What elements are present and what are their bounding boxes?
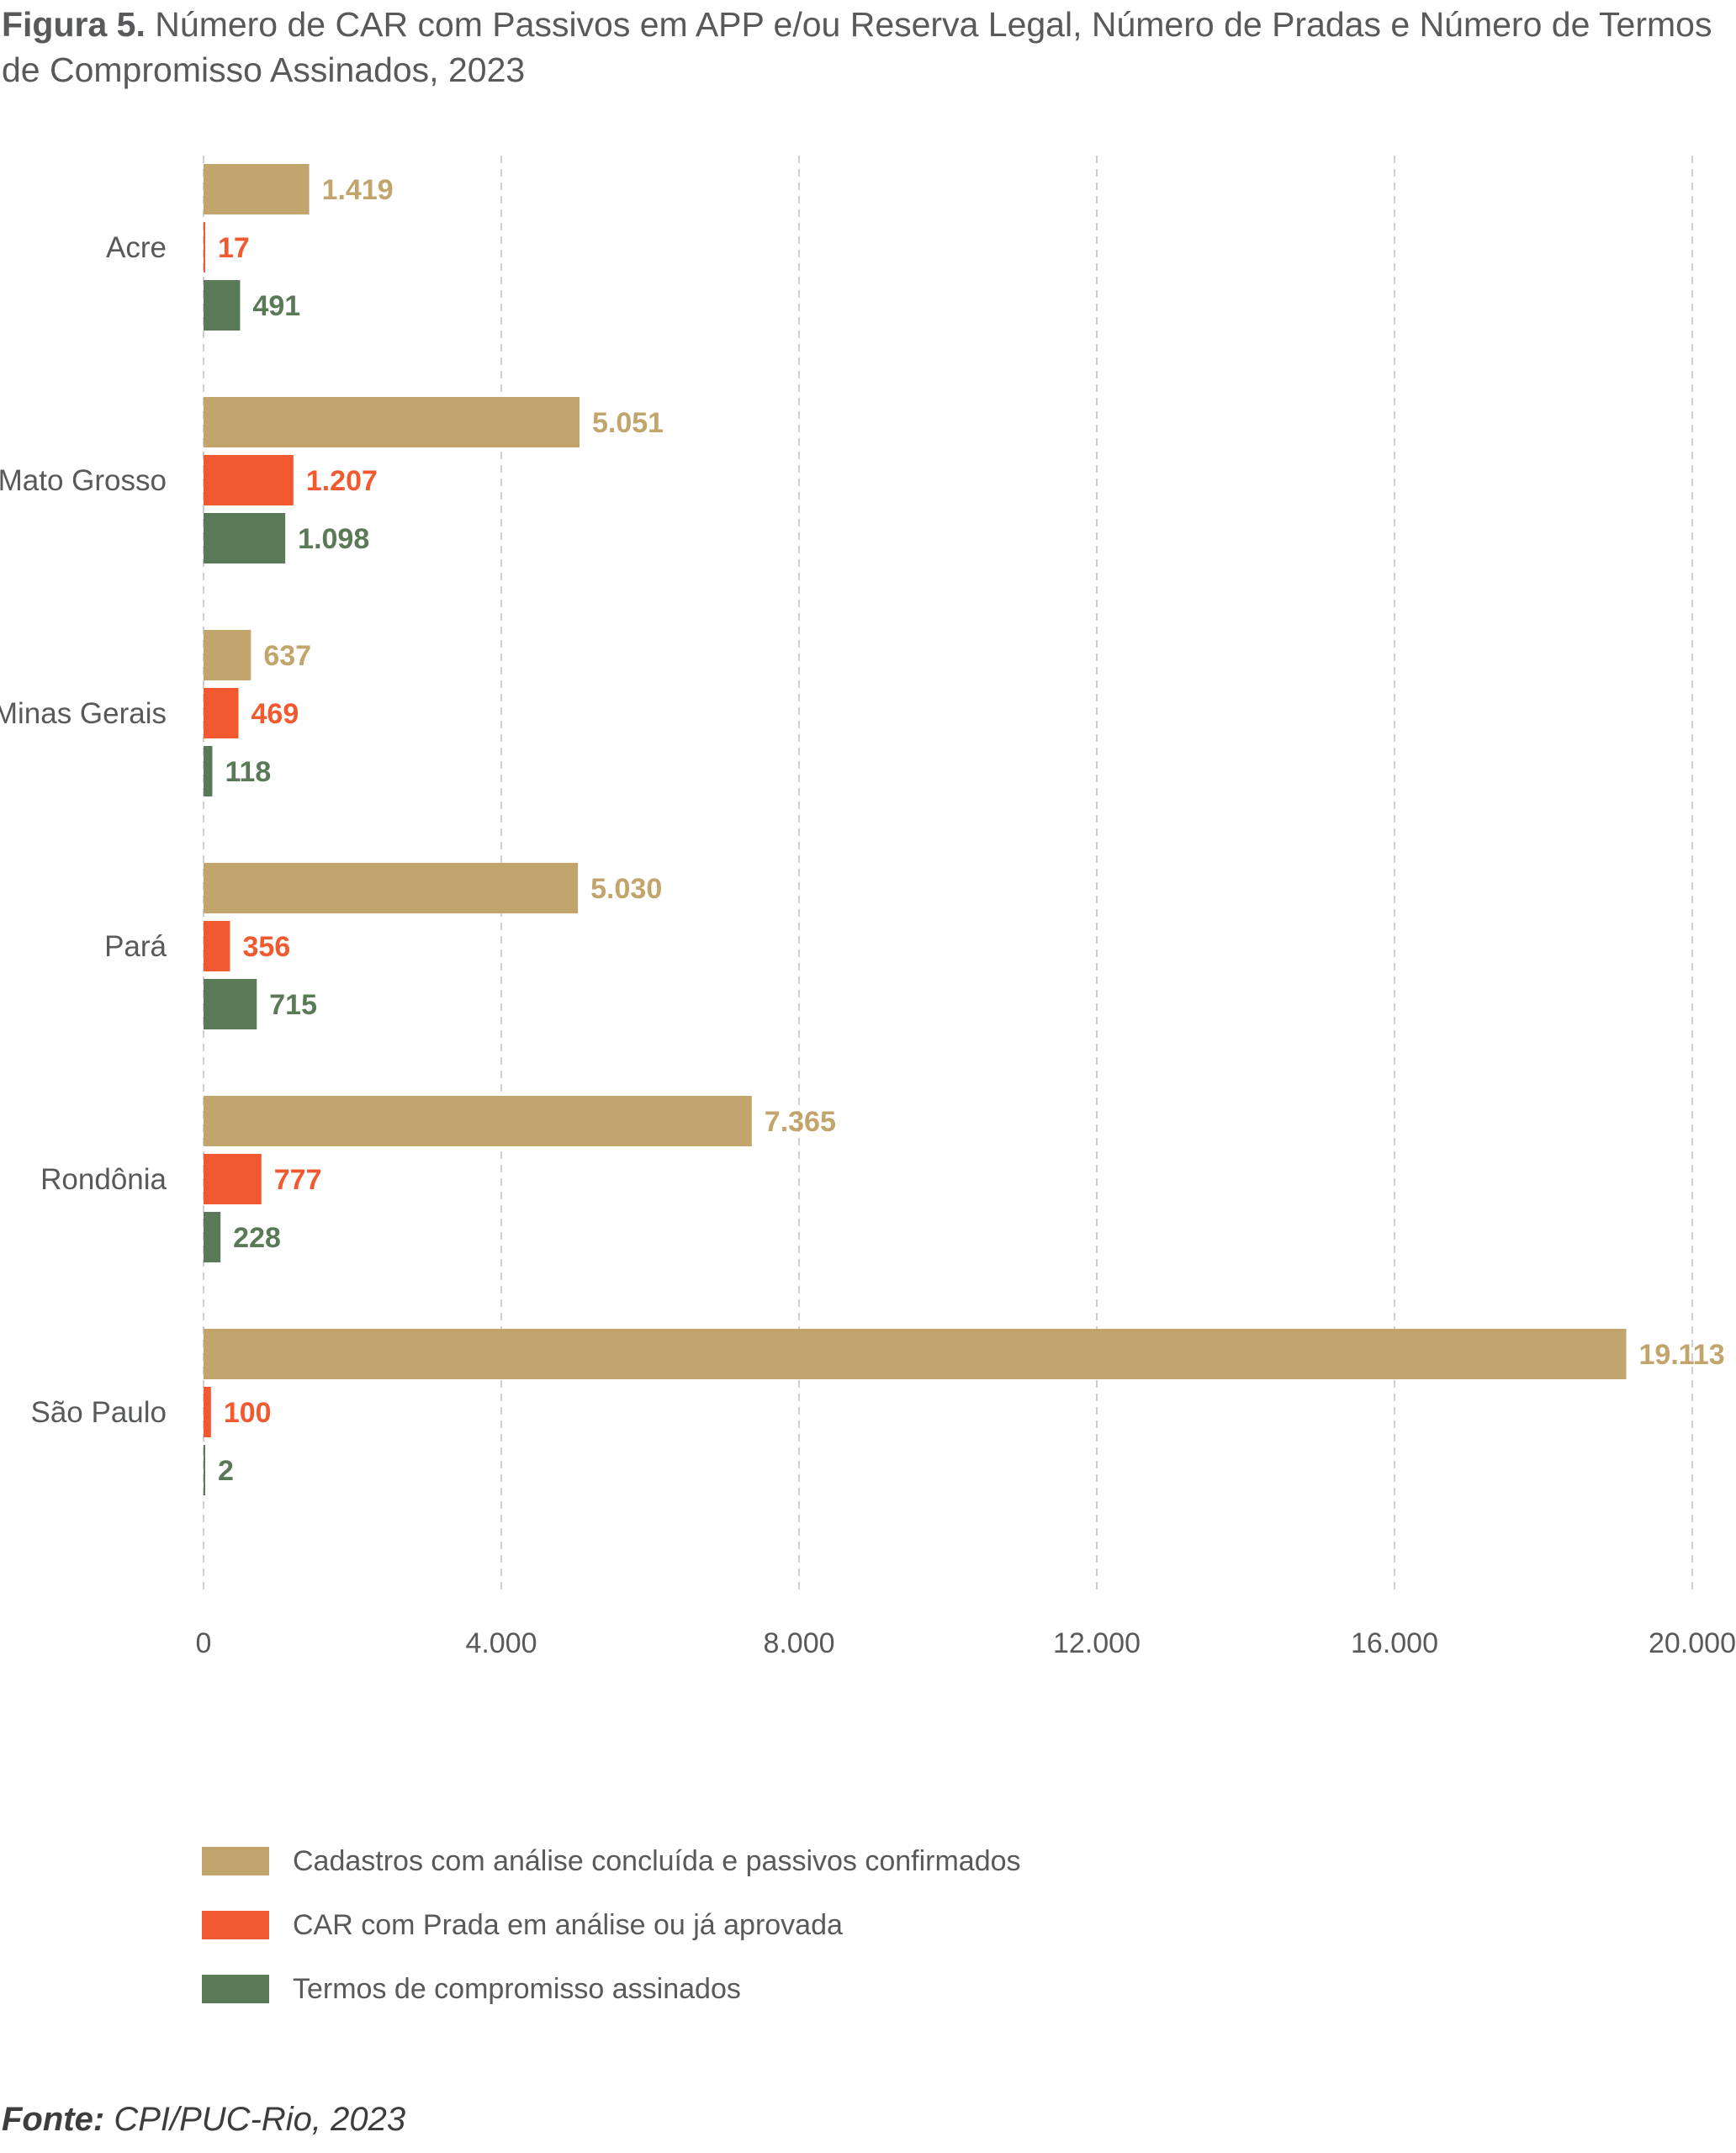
bar — [204, 222, 205, 272]
category-label: Acre — [106, 231, 167, 264]
data-label: 100 — [224, 1397, 272, 1429]
category-label: Pará — [104, 930, 167, 963]
legend-swatch — [202, 1911, 269, 1939]
bar — [204, 688, 239, 738]
data-label: 7.365 — [765, 1106, 836, 1138]
category-label: Minas Gerais — [0, 697, 167, 730]
data-label: 19.113 — [1639, 1339, 1725, 1371]
bar — [204, 1387, 211, 1437]
legend-item: Cadastros com análise concluída e passiv… — [202, 1829, 1021, 1893]
data-label: 637 — [263, 640, 311, 672]
x-tick-label: 4.000 — [465, 1627, 537, 1659]
chart-title: Figura 5. Número de CAR com Passivos em … — [2, 2, 1717, 93]
bar — [204, 513, 286, 563]
category-label: Mato Grosso — [0, 464, 167, 497]
source-text: CPI/PUC-Rio, 2023 — [114, 2101, 406, 2138]
legend-label: Termos de compromisso assinados — [293, 1972, 741, 2005]
data-label: 5.051 — [592, 407, 664, 439]
bar-chart: 0 4.000 8.000 12.000 16.000 20.000 Acre 1.419 17… — [0, 156, 1736, 1659]
x-tick-label: 0 — [196, 1627, 212, 1659]
title-text: Número de CAR com Passivos em APP e/ou R… — [2, 5, 1712, 89]
data-label: 17 — [218, 232, 250, 264]
bar — [204, 280, 241, 331]
x-tick-label: 12.000 — [1053, 1627, 1141, 1659]
x-tick-label: 20.000 — [1649, 1627, 1736, 1659]
data-label: 1.098 — [298, 523, 369, 555]
legend-swatch — [202, 1975, 269, 2003]
bar — [204, 1154, 262, 1204]
bar — [204, 455, 294, 505]
category-label: São Paulo — [30, 1396, 167, 1429]
bar — [204, 921, 230, 971]
bar — [204, 863, 579, 913]
data-label: 356 — [243, 931, 291, 963]
bar — [204, 1212, 221, 1262]
legend-label: Cadastros com análise concluída e passiv… — [293, 1844, 1021, 1877]
data-label: 1.419 — [322, 174, 394, 206]
data-label: 777 — [274, 1164, 322, 1196]
bar — [204, 1329, 1627, 1379]
legend-item: CAR com Prada em análise ou já aprovada — [202, 1893, 1021, 1957]
bar — [204, 1096, 752, 1146]
bar — [204, 979, 257, 1029]
legend-swatch — [202, 1847, 269, 1875]
legend: Cadastros com análise concluída e passiv… — [202, 1829, 1021, 2021]
legend-item: Termos de compromisso assinados — [202, 1957, 1021, 2021]
category-label: Rondônia — [40, 1163, 167, 1196]
bar — [204, 746, 213, 796]
legend-label: CAR com Prada em análise ou já aprovada — [293, 1908, 843, 1941]
bar — [204, 397, 580, 447]
figure-number: Figura 5. — [2, 5, 146, 44]
bar — [204, 630, 251, 680]
data-label: 2 — [218, 1455, 234, 1487]
bar — [204, 1445, 205, 1495]
data-label: 118 — [225, 756, 271, 788]
source-note: Fonte: CPI/PUC-Rio, 2023 — [2, 2101, 405, 2139]
data-label: 1.207 — [306, 465, 378, 497]
x-tick-label: 8.000 — [763, 1627, 834, 1659]
bar — [204, 164, 310, 214]
data-label: 5.030 — [590, 873, 662, 905]
x-tick-label: 16.000 — [1351, 1627, 1438, 1659]
source-label: Fonte: — [2, 2101, 105, 2138]
data-label: 469 — [251, 698, 299, 730]
data-label: 715 — [269, 989, 317, 1021]
data-label: 228 — [233, 1222, 281, 1254]
data-label: 491 — [252, 290, 300, 322]
